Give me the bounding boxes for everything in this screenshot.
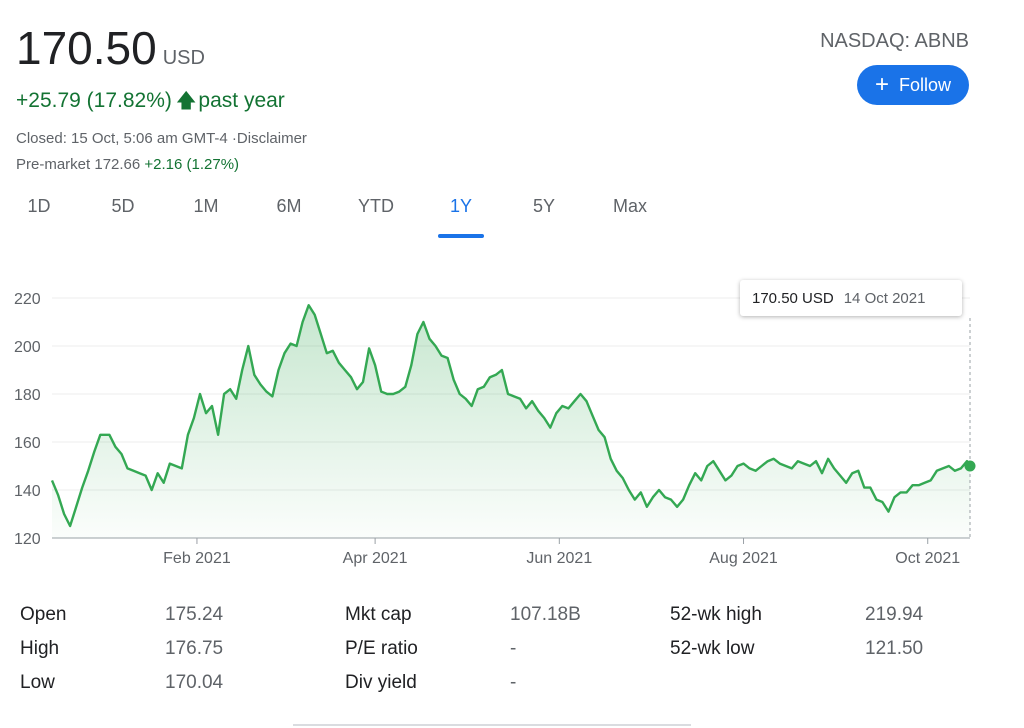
stat-value: 107.18B	[510, 604, 581, 625]
stat-value	[865, 666, 965, 700]
stat-label: Div yield	[345, 672, 417, 693]
follow-label: Follow	[899, 74, 952, 95]
price-chart: 120 140 160 180 200 220 Feb 2021 Apr 2021 Jun 20…	[14, 291, 976, 567]
stat-label: 52-wk low	[670, 638, 755, 659]
active-tab-indicator	[438, 234, 484, 238]
stat-label: High	[20, 638, 60, 659]
range-tabs: 1D 5D 1M 6M YTD 1Y 5Y Max	[0, 196, 700, 240]
stat-label: 52-wk high	[670, 604, 762, 625]
stat-label	[670, 666, 865, 700]
change-value: +25.79 (17.82%)	[16, 89, 172, 112]
price-value: 170.50	[16, 22, 157, 74]
chart-tooltip: 170.50 USD 14 Oct 2021	[740, 280, 962, 316]
premarket-info: Pre-market 172.66 +2.16 (1.27%)	[16, 156, 239, 173]
plus-icon: +	[874, 71, 889, 98]
stat-label: Low	[20, 672, 55, 693]
premarket-label: Pre-market 172.66	[16, 156, 141, 173]
tab-max[interactable]: Max	[612, 196, 647, 216]
y-tick-label: 200	[14, 339, 41, 356]
stat-value: 121.50	[865, 638, 924, 659]
tooltip-date: 14 Oct 2021	[843, 289, 926, 307]
y-tick-label: 140	[14, 483, 41, 500]
x-tick-label: Apr 2021	[343, 550, 408, 567]
stat-value: -	[510, 638, 517, 659]
stats-row: Open 175.24 Mkt cap 107.18B 52-wk high 219.94	[20, 598, 965, 632]
series-area-fill	[52, 305, 970, 538]
tab-5d[interactable]: 5D	[111, 196, 135, 216]
stat-value: 219.94	[865, 604, 924, 625]
y-tick-label: 120	[14, 531, 41, 548]
premarket-change: +2.16 (1.27%)	[144, 156, 240, 173]
tooltip-price: 170.50 USD	[752, 289, 834, 307]
series-line	[50, 304, 972, 528]
tab-ytd[interactable]: YTD	[358, 196, 394, 216]
x-tick-label: Aug 2021	[709, 550, 778, 567]
change-period: past year	[198, 89, 285, 112]
arrow-up-icon: 🡅	[175, 90, 197, 112]
stat-value: 170.04	[165, 672, 224, 693]
stats-row: Low 170.04 Div yield -	[20, 666, 965, 700]
stat-value: 176.75	[165, 638, 224, 659]
tab-1y[interactable]: 1Y	[438, 196, 484, 238]
y-tick-label: 180	[14, 387, 41, 404]
closed-info: Closed: 15 Oct, 5:06 am GMT-4 ·Disclaime…	[16, 130, 307, 147]
stat-value: -	[510, 672, 517, 693]
key-stats-table: Open 175.24 Mkt cap 107.18B 52-wk high 219.94…	[20, 598, 965, 700]
current-price: 170.50 USD	[16, 22, 205, 84]
tab-1d[interactable]: 1D	[27, 196, 51, 216]
y-tick-label: 160	[14, 435, 41, 452]
price-currency: USD	[162, 47, 205, 69]
stat-label: Open	[20, 604, 67, 625]
tab-6m[interactable]: 6M	[276, 196, 302, 216]
x-tick-label: Feb 2021	[163, 550, 231, 567]
x-tick-label: Jun 2021	[526, 550, 592, 567]
stat-value: 175.24	[165, 604, 224, 625]
x-tick-label: Oct 2021	[895, 550, 960, 567]
bottom-divider	[293, 724, 691, 726]
hover-point	[964, 460, 976, 472]
stat-label: P/E ratio	[345, 638, 418, 659]
tab-5y[interactable]: 5Y	[532, 196, 556, 216]
y-tick-label: 220	[14, 291, 41, 308]
stat-label: Mkt cap	[345, 604, 412, 625]
follow-button[interactable]: + Follow	[857, 65, 969, 105]
exchange-ticker: NASDAQ: ABNB	[820, 30, 969, 52]
stats-row: High 176.75 P/E ratio - 52-wk low 121.50	[20, 632, 965, 666]
tab-1m[interactable]: 1M	[193, 196, 219, 216]
price-change: +25.79 (17.82%) 🡅past year	[16, 86, 285, 120]
